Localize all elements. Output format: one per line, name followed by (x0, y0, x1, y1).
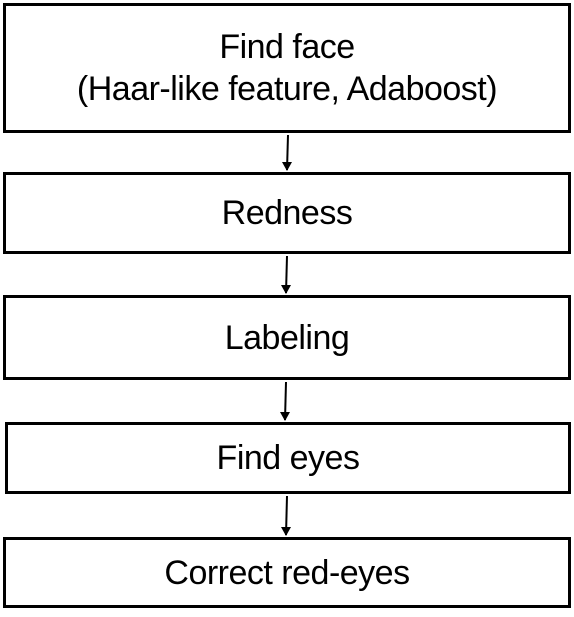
step-find-eyes: Find eyes (5, 422, 571, 494)
arrowhead-icon (281, 527, 291, 536)
step-label: Find face (219, 28, 355, 66)
arrow-4-to-5 (281, 495, 291, 536)
arrowhead-icon (282, 162, 292, 171)
step-redness: Redness (3, 172, 571, 254)
arrowhead-icon (280, 412, 290, 421)
arrowhead-icon (281, 285, 291, 294)
step-label: Correct red-eyes (164, 553, 410, 592)
step-labeling: Labeling (3, 295, 571, 380)
step-sublabel: (Haar-like feature, Adaboost) (76, 70, 498, 108)
step-label: Redness (221, 194, 353, 232)
arrow-3-to-4 (280, 381, 290, 421)
arrow-1-to-2 (282, 134, 292, 171)
arrow-2-to-3 (281, 255, 291, 294)
step-label: Find eyes (216, 439, 360, 477)
step-correct-red-eyes: Correct red-eyes (3, 537, 571, 608)
step-label: Labeling (224, 318, 350, 357)
step-find-face: Find face (Haar-like feature, Adaboost) (3, 3, 571, 133)
